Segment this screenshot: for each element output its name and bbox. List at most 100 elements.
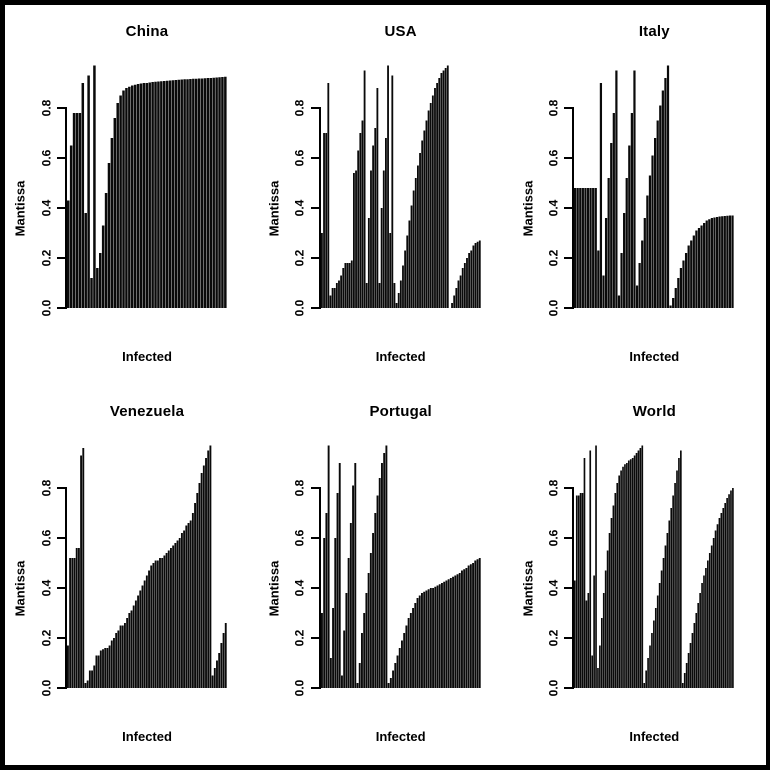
chart-grid: China Mantissa 0.0 0.2 0.4 0.6 0.8 Infected … [5,5,766,765]
subplot-venezuela: Venezuela Mantissa 0.0 0.2 0.4 0.6 0.8 Infec… [5,385,259,765]
y-axis-line [318,487,321,689]
y-tick-label: 0.2 [546,249,561,267]
y-tick-label: 0.6 [546,149,561,167]
y-axis-tick [310,637,319,639]
y-tick-label: 0.2 [292,629,307,647]
y-axis-line [318,107,321,309]
y-tick-label: 0.2 [546,629,561,647]
y-tick-label: 0.0 [39,299,53,317]
y-axis-tick [564,157,573,159]
y-tick-label: 0.8 [546,479,561,497]
subplot-china: China Mantissa 0.0 0.2 0.4 0.6 0.8 Infected [5,5,259,385]
y-axis-tick [564,587,573,589]
chart-title: Portugal [369,403,432,420]
plot-area [574,57,734,308]
chart-title: Italy [638,23,670,40]
y-tick-label: 0.6 [39,529,53,547]
y-tick-label: 0.8 [39,99,53,117]
x-axis-label: Infected [375,729,426,744]
y-axis-tick [564,487,573,489]
y-tick-label: 0.0 [292,679,307,697]
y-axis-tick [57,307,65,309]
y-axis-line [572,107,575,309]
y-axis-label: Mantissa [519,560,535,616]
y-axis-label: Mantissa [266,180,282,236]
y-tick-label: 0.4 [546,199,561,217]
bars [320,445,481,688]
chart-title: USA [384,23,417,40]
y-axis-tick [564,307,573,309]
x-axis-label: Infected [629,729,680,744]
subplot-world: World Mantissa 0.0 0.2 0.4 0.6 0.8 Infected [512,385,766,765]
y-axis-tick [57,637,65,639]
y-axis-tick [310,257,319,259]
x-axis-label: Infected [629,349,680,364]
y-axis-tick [57,487,65,489]
y-axis-tick [564,107,573,109]
y-tick-label: 0.8 [39,479,53,497]
y-axis-tick [310,487,319,489]
y-axis-tick [57,207,65,209]
y-axis-tick [57,157,65,159]
y-tick-label: 0.4 [292,199,307,217]
y-tick-label: 0.2 [39,249,53,267]
bars [320,65,481,308]
subplot-usa: USA Mantissa 0.0 0.2 0.4 0.6 0.8 Infected [259,5,513,385]
y-axis-tick [57,687,65,689]
y-tick-label: 0.0 [292,299,307,317]
y-tick-label: 0.2 [39,629,53,647]
y-tick-label: 0.0 [546,299,561,317]
y-axis-tick [564,537,573,539]
plot-area [67,57,227,308]
y-axis-tick [564,257,573,259]
y-tick-label: 0.6 [39,149,53,167]
y-axis-tick [564,207,573,209]
y-tick-label: 0.6 [292,529,307,547]
y-tick-label: 0.6 [546,529,561,547]
y-axis-tick [57,537,65,539]
y-axis-line [65,487,67,689]
plot-area [574,437,735,688]
y-tick-label: 0.6 [292,149,307,167]
y-axis-tick [310,207,319,209]
y-axis-tick [564,637,573,639]
plot-area [320,437,481,688]
x-axis-label: Infected [122,349,172,364]
y-axis-tick [310,157,319,159]
plot-area [67,437,227,688]
y-axis-label: Mantissa [12,180,28,236]
y-axis-tick [57,107,65,109]
subplot-italy: Italy Mantissa 0.0 0.2 0.4 0.6 0.8 Infected [512,5,766,385]
bars [67,445,227,688]
y-axis-tick [564,687,573,689]
y-axis-label: Mantissa [519,180,535,236]
y-tick-label: 0.8 [292,99,307,117]
plot-area [320,57,481,308]
x-axis-label: Infected [122,729,172,744]
y-axis-tick [57,257,65,259]
y-axis-line [572,487,575,689]
y-axis-line [65,107,67,309]
bars [67,65,227,308]
y-axis-label: Mantissa [266,560,282,616]
bars [574,445,735,688]
y-tick-label: 0.4 [39,199,53,217]
y-tick-label: 0.0 [546,679,561,697]
y-axis-tick [310,107,319,109]
y-axis-tick [310,687,319,689]
y-tick-label: 0.2 [292,249,307,267]
y-tick-label: 0.4 [292,579,307,597]
y-tick-label: 0.4 [39,579,53,597]
chart-title: World [632,403,676,420]
y-axis-tick [310,307,319,309]
y-tick-label: 0.0 [39,679,53,697]
x-axis-label: Infected [375,349,426,364]
y-axis-tick [310,537,319,539]
bars [574,65,734,308]
subplot-portugal: Portugal Mantissa 0.0 0.2 0.4 0.6 0.8 Infect… [259,385,513,765]
chart-title: China [125,23,169,40]
y-axis-label: Mantissa [12,560,28,616]
y-axis-tick [310,587,319,589]
y-axis-tick [57,587,65,589]
